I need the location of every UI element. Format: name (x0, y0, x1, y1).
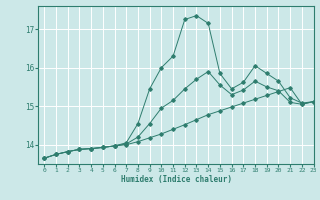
X-axis label: Humidex (Indice chaleur): Humidex (Indice chaleur) (121, 175, 231, 184)
